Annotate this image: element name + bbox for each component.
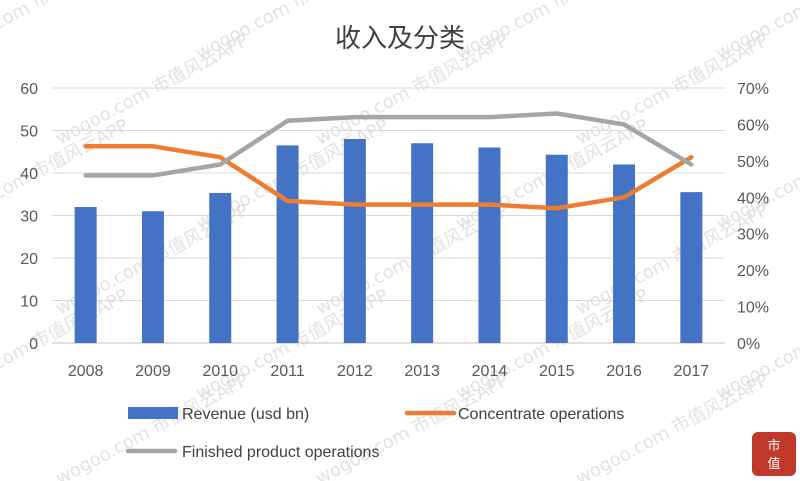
legend-label-revenue: Revenue (usd bn) xyxy=(182,406,309,423)
right-tick-label: 40% xyxy=(737,190,769,207)
x-tick-label: 2013 xyxy=(404,363,440,380)
right-tick-label: 60% xyxy=(737,117,769,134)
left-tick-label: 20 xyxy=(20,251,38,268)
legend: Revenue (usd bn) Concentrate operations Fi… xyxy=(125,406,624,461)
bar xyxy=(613,164,636,343)
bar xyxy=(276,145,299,343)
right-tick-label: 70% xyxy=(737,81,769,98)
x-tick-label: 2015 xyxy=(539,363,575,380)
bar xyxy=(411,143,434,343)
x-tick-label: 2011 xyxy=(270,363,305,380)
right-tick-label: 0% xyxy=(737,336,760,353)
left-tick-label: 50 xyxy=(20,124,38,141)
bar-series xyxy=(74,139,703,343)
seal-logo: 市 值 xyxy=(752,432,796,476)
finished-line xyxy=(83,111,694,178)
bar xyxy=(680,192,703,343)
left-tick-label: 30 xyxy=(20,209,38,226)
legend-swatch-revenue xyxy=(128,407,178,419)
left-tick-label: 60 xyxy=(20,81,38,98)
x-axis: 2008 2009 2010 2011 2012 2013 2014 2015 2016 2017 xyxy=(68,363,709,380)
line-series xyxy=(83,111,694,211)
chart-title: 收入及分类 xyxy=(335,24,465,54)
x-tick-label: 2017 xyxy=(674,363,710,380)
bar xyxy=(141,211,164,343)
concentrate-line xyxy=(83,144,694,211)
x-tick-label: 2009 xyxy=(135,363,171,380)
right-tick-label: 10% xyxy=(737,300,769,317)
x-tick-label: 2014 xyxy=(472,363,508,380)
x-tick-label: 2016 xyxy=(606,363,642,380)
gridlines xyxy=(52,87,725,344)
x-tick-label: 2008 xyxy=(68,363,104,380)
bar xyxy=(343,139,366,343)
left-tick-label: 10 xyxy=(20,294,38,311)
x-tick-label: 2010 xyxy=(202,363,238,380)
right-tick-label: 50% xyxy=(737,154,769,171)
right-axis: 0% 10% 20% 30% 40% 50% 60% 70% xyxy=(737,81,769,353)
bar xyxy=(545,154,568,343)
seal-background xyxy=(752,432,796,476)
left-tick-label: 0 xyxy=(29,336,38,353)
bar xyxy=(209,192,232,343)
right-tick-label: 20% xyxy=(737,263,769,280)
legend-label-finished: Finished product operations xyxy=(182,444,379,461)
x-tick-label: 2012 xyxy=(337,363,373,380)
seal-text-top: 市 xyxy=(767,438,780,454)
left-axis: 0 10 20 30 40 50 60 xyxy=(20,81,38,353)
bar xyxy=(478,147,501,343)
legend-label-concentrate: Concentrate operations xyxy=(458,406,624,423)
right-tick-label: 30% xyxy=(737,227,769,244)
left-tick-label: 40 xyxy=(20,166,38,183)
seal-text-bottom: 值 xyxy=(767,456,780,472)
bar xyxy=(74,207,97,343)
